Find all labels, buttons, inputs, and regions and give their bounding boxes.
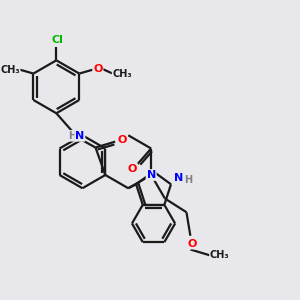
Text: CH₃: CH₃ — [112, 69, 132, 79]
Text: O: O — [128, 164, 137, 174]
Text: O: O — [117, 135, 127, 145]
Text: N: N — [147, 170, 156, 180]
Text: H: H — [184, 176, 193, 185]
Text: O: O — [93, 64, 103, 74]
Text: N: N — [174, 173, 184, 183]
Text: Cl: Cl — [51, 35, 63, 45]
Text: H: H — [68, 131, 76, 141]
Text: O: O — [188, 238, 197, 249]
Text: CH₃: CH₃ — [210, 250, 230, 260]
Text: N: N — [75, 131, 85, 141]
Text: CH₃: CH₃ — [0, 64, 20, 75]
